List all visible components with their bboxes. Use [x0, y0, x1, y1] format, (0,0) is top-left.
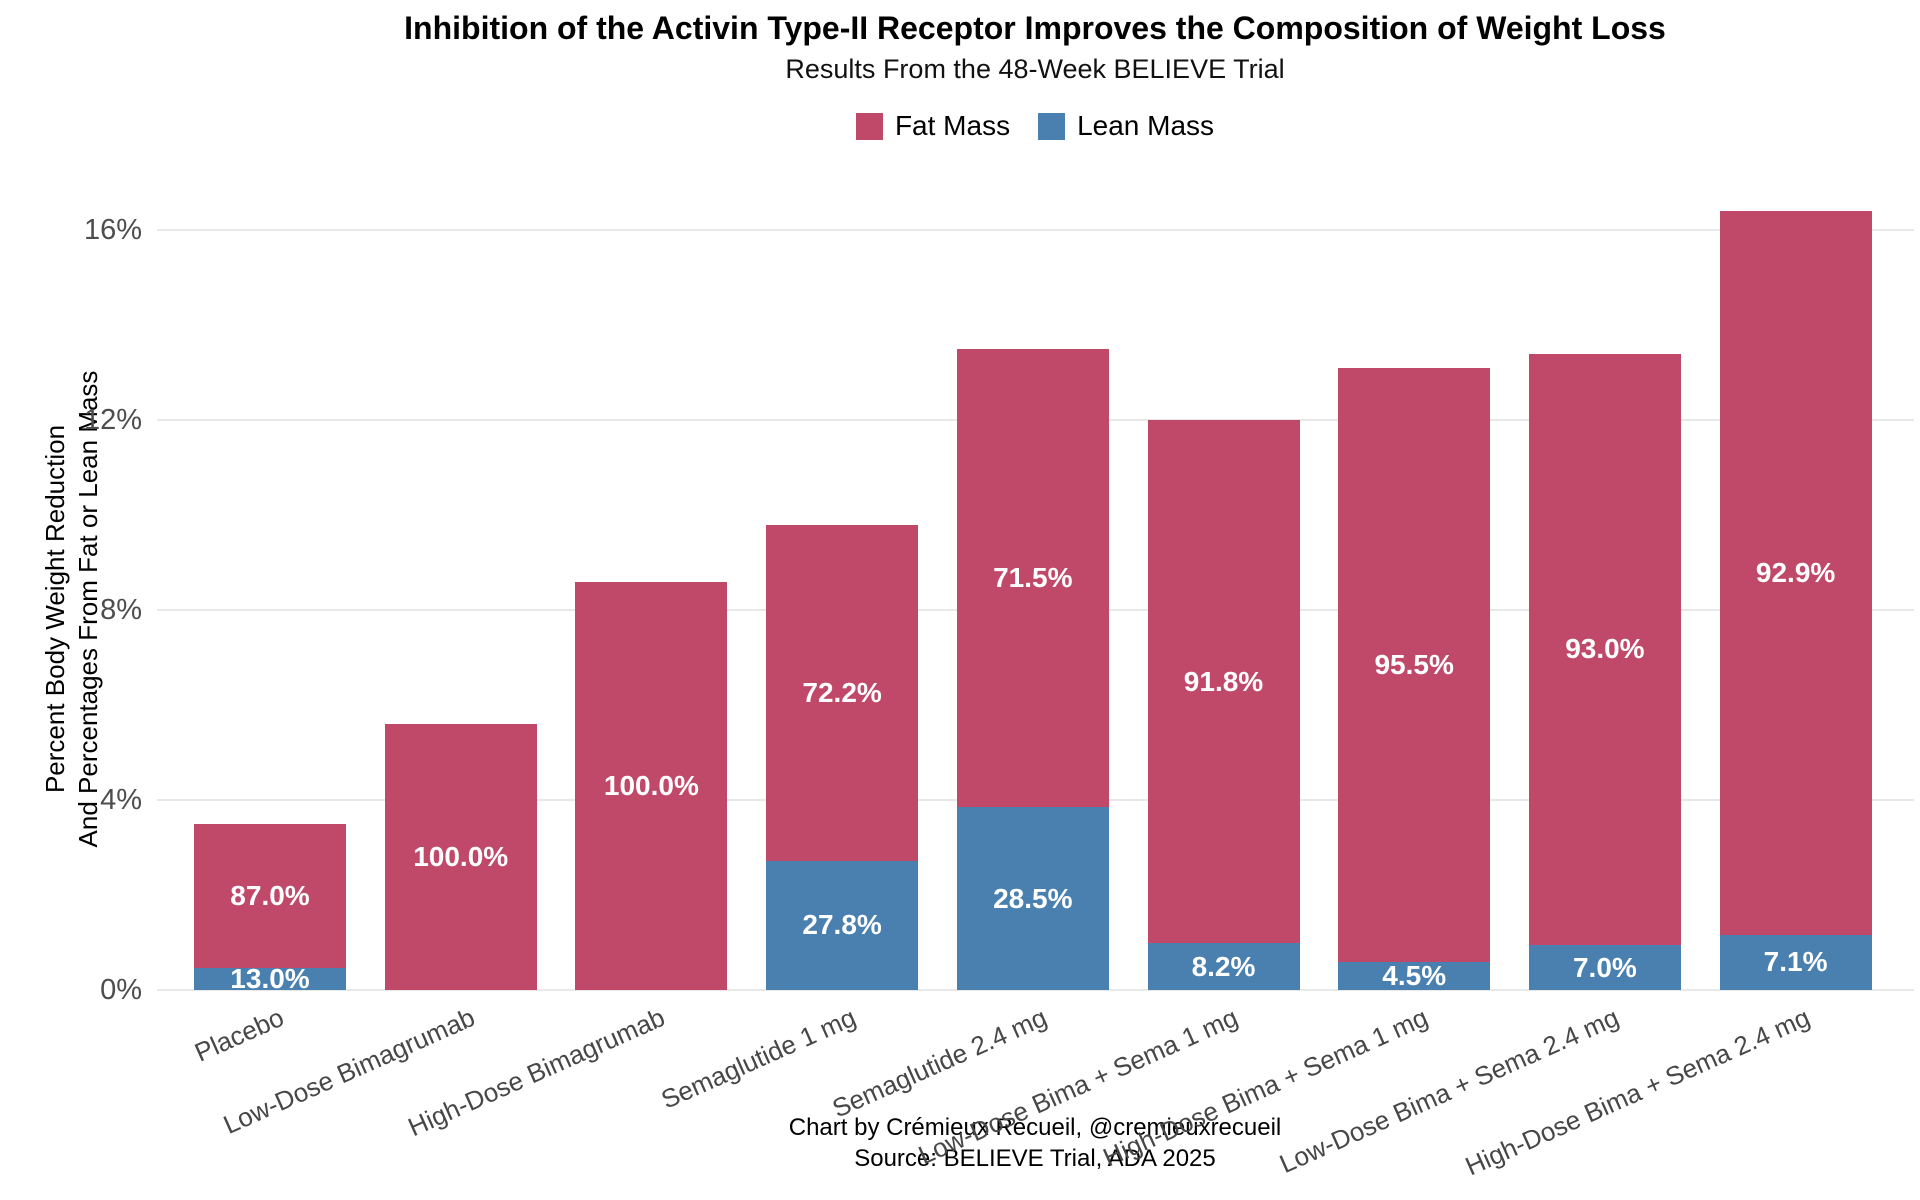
fat-mass-segment [1338, 367, 1491, 962]
lean-share-label: 27.8% [802, 909, 882, 941]
fat-mass-segment [1528, 353, 1681, 946]
chart-subtitle: Results From the 48-Week BELIEVE Trial [785, 54, 1285, 84]
y-tick-label: 16% [83, 214, 142, 246]
fat-share-label: 93.0% [1565, 633, 1645, 665]
y-tick-label: 8% [100, 594, 142, 626]
chart-title: Inhibition of the Activin Type-II Recept… [404, 10, 1666, 46]
fat-share-label: 72.2% [802, 676, 882, 708]
gridline [157, 989, 1914, 991]
gridline [157, 229, 1914, 231]
fat-mass-segment [194, 823, 346, 969]
lean-mass-segment [956, 807, 1109, 990]
legend-entry: Lean Mass [1038, 110, 1214, 142]
fat-share-label: 91.8% [1183, 665, 1264, 697]
lean-share-label: 7.1% [1763, 946, 1828, 978]
caption: Chart by Crémieux Recueil, @cremieuxrecu… [435, 1112, 1635, 1174]
fat-mass-segment [1147, 420, 1300, 944]
fat-mass-segment [1719, 211, 1872, 935]
lean-share-label: 28.5% [993, 882, 1073, 914]
lean-mass-swatch [1038, 112, 1066, 140]
y-tick-label: 12% [83, 404, 142, 436]
legend-label: Fat Mass [894, 110, 1011, 141]
fat-share-label: 87.0% [230, 880, 310, 912]
caption-credit: Chart by Crémieux Recueil, @cremieuxrecu… [788, 1114, 1282, 1141]
lean-mass-segment [1528, 945, 1681, 990]
fat-share-label: 95.5% [1374, 648, 1454, 680]
caption-source: Source: BELIEVE Trial, ADA 2025 [854, 1145, 1216, 1172]
fat-mass-swatch [855, 112, 883, 140]
fat-mass-segment [766, 524, 919, 861]
lean-mass-segment [1719, 934, 1872, 990]
lean-share-label: 7.0% [1572, 951, 1637, 983]
fat-share-label: 100.0% [603, 769, 699, 801]
y-tick-label: 4% [100, 784, 142, 816]
legend: Fat Mass Lean Mass [135, 108, 1920, 144]
fat-share-label: 100.0% [413, 841, 509, 872]
legend-entry: Fat Mass [855, 110, 1011, 142]
fat-share-label: 71.5% [993, 561, 1073, 593]
fat-mass-segment [956, 348, 1109, 808]
lean-share-label: 4.5% [1382, 959, 1447, 991]
fat-share-label: 92.9% [1755, 556, 1836, 588]
y-tick-label: 0% [100, 974, 142, 1006]
lean-mass-segment [1338, 961, 1491, 990]
fat-mass-segment [575, 581, 728, 990]
legend-label: Lean Mass [1077, 110, 1215, 141]
lean-mass-segment [194, 968, 346, 990]
fat-mass-segment [384, 724, 537, 990]
lean-share-label: 8.2% [1191, 950, 1256, 982]
lean-share-label: 13.0% [230, 963, 310, 995]
lean-mass-segment [766, 860, 919, 990]
lean-mass-segment [1147, 943, 1300, 990]
